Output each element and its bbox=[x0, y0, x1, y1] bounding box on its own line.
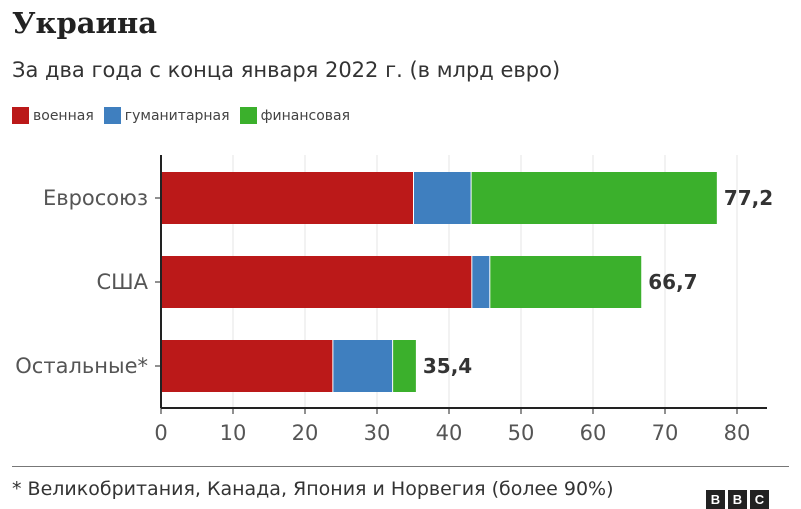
bar-segment-financial bbox=[490, 256, 642, 308]
bar-segment-financial bbox=[471, 172, 717, 224]
bar-segment-humanitarian bbox=[333, 340, 393, 392]
legend: военная гуманитарная финансовая bbox=[12, 107, 350, 124]
bar-segment-humanitarian bbox=[472, 256, 490, 308]
bar-segment-financial bbox=[393, 340, 416, 392]
category-label: Евросоюз bbox=[43, 186, 148, 210]
legend-label: военная bbox=[33, 107, 94, 124]
x-tick-label: 70 bbox=[652, 421, 679, 445]
bar-segment-military bbox=[161, 172, 413, 224]
x-tick-label: 20 bbox=[292, 421, 319, 445]
chart-title: Украина bbox=[12, 6, 158, 40]
footnote: * Великобритания, Канада, Япония и Норве… bbox=[12, 478, 614, 500]
bar-segment-military bbox=[161, 256, 472, 308]
bar-segment-humanitarian bbox=[414, 172, 471, 224]
x-tick-label: 30 bbox=[364, 421, 391, 445]
x-tick-label: 40 bbox=[436, 421, 463, 445]
x-tick-label: 80 bbox=[724, 421, 751, 445]
legend-swatch bbox=[239, 107, 257, 124]
legend-swatch bbox=[12, 107, 29, 124]
category-label: США bbox=[97, 270, 149, 294]
x-tick-label: 10 bbox=[220, 421, 247, 445]
legend-swatch bbox=[103, 107, 121, 124]
x-tick-label: 50 bbox=[508, 421, 535, 445]
legend-label: гуманитарная bbox=[124, 107, 230, 124]
x-tick-label: 60 bbox=[580, 421, 607, 445]
legend-item-financial: финансовая bbox=[239, 107, 351, 124]
chart-subtitle: За два года с конца января 2022 г. (в мл… bbox=[12, 58, 561, 82]
footer-divider bbox=[12, 466, 789, 467]
legend-label: финансовая bbox=[260, 107, 351, 124]
total-label: 77,2 bbox=[724, 186, 773, 210]
legend-item-military: военная bbox=[12, 107, 94, 124]
total-label: 35,4 bbox=[423, 354, 472, 378]
x-tick-label: 0 bbox=[154, 421, 167, 445]
bar-segment-military bbox=[161, 340, 333, 392]
total-label: 66,7 bbox=[648, 270, 697, 294]
category-label: Остальные* bbox=[15, 354, 148, 378]
legend-item-humanitarian: гуманитарная bbox=[103, 107, 230, 124]
